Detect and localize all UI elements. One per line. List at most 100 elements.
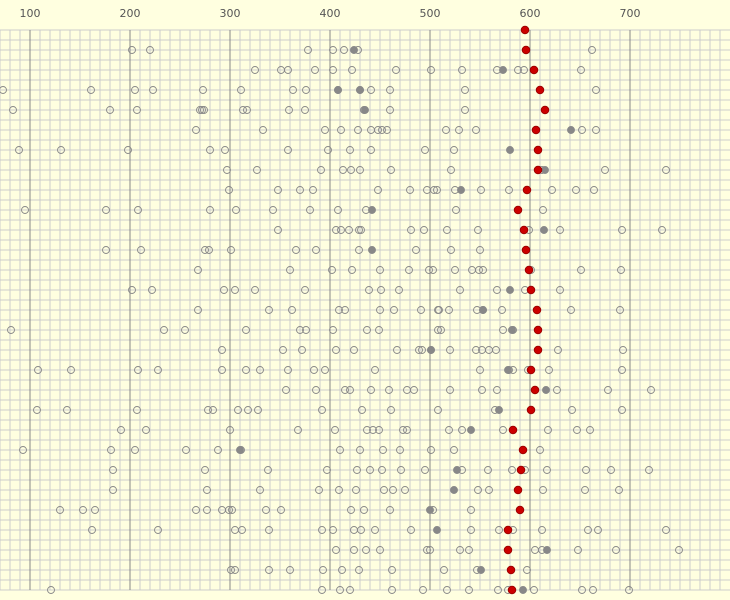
open-marker [279,346,287,354]
red-marker [540,105,550,115]
open-marker [345,226,353,234]
open-marker [423,546,431,554]
open-marker [285,106,293,114]
open-marker [601,166,609,174]
red-marker [533,325,543,335]
open-marker [9,106,17,114]
open-marker [520,66,528,74]
open-marker [363,326,371,334]
gray-marker [499,66,507,74]
open-marker [387,166,395,174]
open-marker [201,246,209,254]
open-marker [619,346,627,354]
open-marker [154,526,162,534]
open-marker [131,86,139,94]
open-marker [192,506,200,514]
open-marker [310,366,318,374]
open-marker [590,186,598,194]
open-marker [63,406,71,414]
open-marker [265,526,273,534]
open-marker [618,226,626,234]
open-marker [467,506,475,514]
open-marker [447,166,455,174]
open-marker [350,546,358,554]
open-marker [662,166,670,174]
gray-marker [427,346,435,354]
open-marker [568,406,576,414]
open-marker [321,126,329,134]
open-marker [427,446,435,454]
open-marker [625,586,633,594]
gray-marker [506,146,514,154]
open-marker [474,226,482,234]
open-marker [284,66,292,74]
open-marker [341,386,349,394]
gray-marker [567,126,575,134]
gray-marker [495,406,503,414]
open-marker [418,346,426,354]
open-marker [475,266,483,274]
open-marker [329,46,337,54]
open-marker [227,246,235,254]
open-marker [375,426,383,434]
open-marker [493,386,501,394]
open-marker [399,426,407,434]
open-marker [323,466,331,474]
open-marker [317,166,325,174]
open-marker [137,246,145,254]
open-marker [573,426,581,434]
open-marker [253,166,261,174]
open-marker [237,86,245,94]
open-marker [477,186,485,194]
open-marker [341,306,349,314]
open-marker [446,386,454,394]
red-marker [533,165,543,175]
open-marker [133,106,141,114]
open-marker [582,466,590,474]
open-marker [556,226,564,234]
open-marker [264,466,272,474]
open-marker [397,466,405,474]
open-marker [277,506,285,514]
open-marker [336,586,344,594]
open-marker [160,326,168,334]
open-marker [347,506,355,514]
open-marker [181,326,189,334]
open-marker [435,306,443,314]
open-marker [356,446,364,454]
gray-marker [350,46,358,54]
open-marker [450,146,458,154]
gray-marker [453,466,461,474]
open-marker [472,346,480,354]
open-marker [296,186,304,194]
open-marker [461,106,469,114]
open-marker [301,286,309,294]
red-marker [503,525,513,535]
red-marker [524,265,534,275]
open-marker [379,446,387,454]
open-marker [194,266,202,274]
open-marker [284,146,292,154]
open-marker [645,466,653,474]
open-marker [199,86,207,94]
open-marker [434,326,442,334]
gray-marker [519,586,527,594]
open-marker [346,146,354,154]
open-marker [484,466,492,474]
open-marker [437,326,445,334]
open-marker [87,86,95,94]
open-marker [443,226,451,234]
open-marker [15,146,23,154]
open-marker [228,506,236,514]
open-marker [196,106,204,114]
red-marker [507,585,517,595]
x-tick-label: 700 [620,7,641,20]
open-marker [214,446,222,454]
open-marker [377,286,385,294]
red-marker [529,65,539,75]
open-marker [262,506,270,514]
open-marker [455,126,463,134]
open-marker [617,266,625,274]
open-marker [148,286,156,294]
